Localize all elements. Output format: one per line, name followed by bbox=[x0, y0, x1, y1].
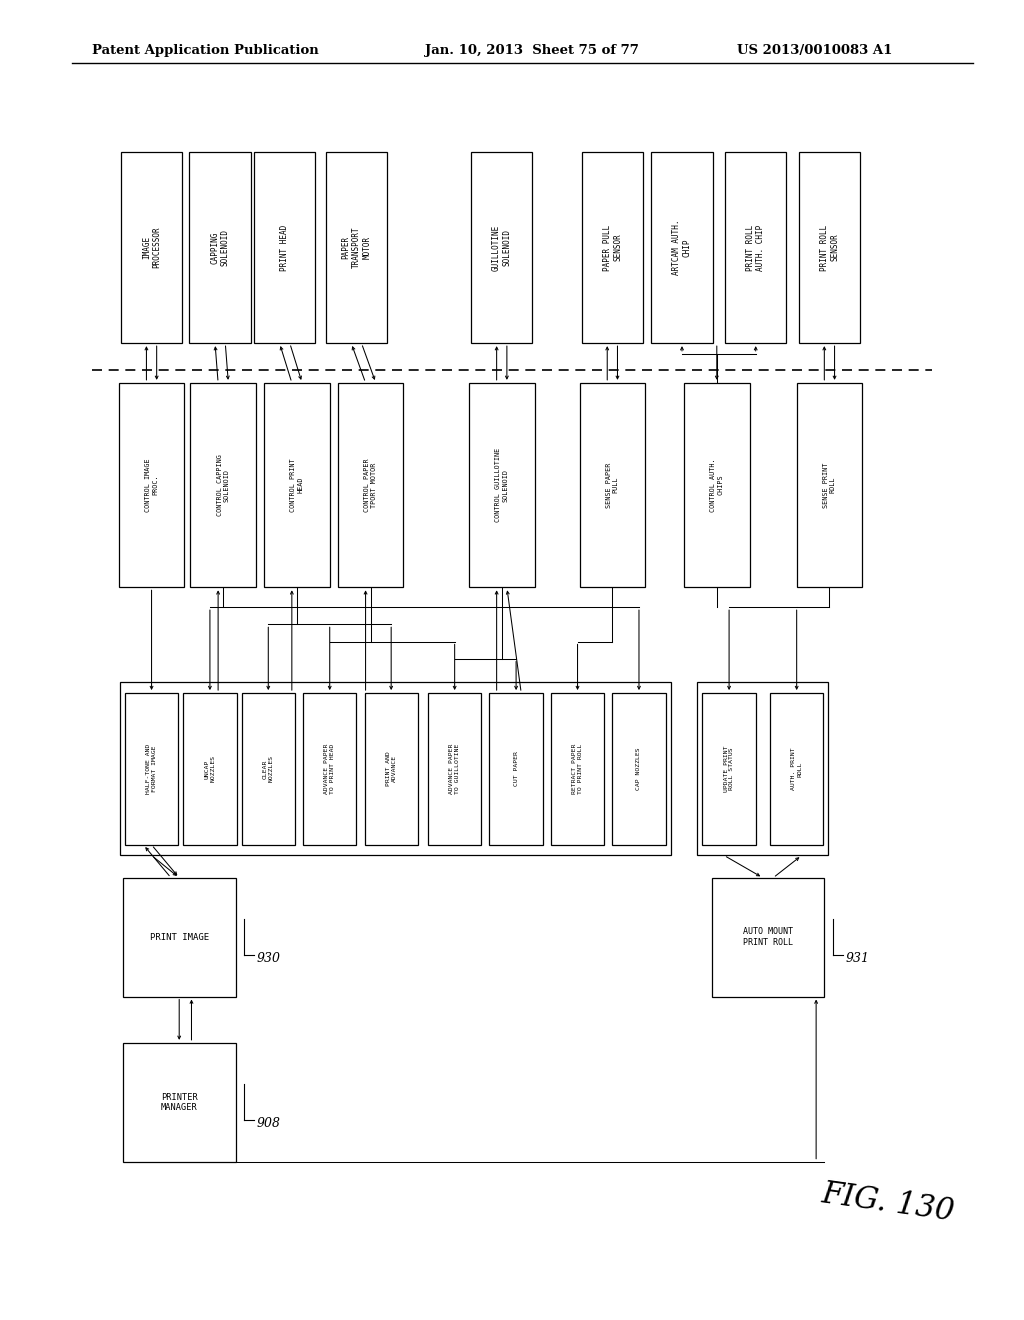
Bar bbox=[365, 693, 418, 845]
Bar bbox=[684, 383, 750, 587]
Text: FIG. 130: FIG. 130 bbox=[819, 1179, 956, 1228]
Text: IMAGE
PROCESSOR: IMAGE PROCESSOR bbox=[142, 227, 161, 268]
Bar bbox=[770, 693, 823, 845]
Bar bbox=[580, 383, 645, 587]
Text: PRINT ROLL
SENSOR: PRINT ROLL SENSOR bbox=[820, 224, 839, 271]
Bar bbox=[702, 693, 756, 845]
Bar bbox=[189, 152, 251, 343]
Text: PRINT IMAGE: PRINT IMAGE bbox=[150, 933, 209, 941]
Text: AUTH. PRINT
ROLL: AUTH. PRINT ROLL bbox=[792, 747, 802, 791]
Text: CONTROL GUILLOTINE
SOLENOID: CONTROL GUILLOTINE SOLENOID bbox=[496, 447, 508, 523]
Text: US 2013/0010083 A1: US 2013/0010083 A1 bbox=[737, 44, 893, 57]
Bar bbox=[242, 693, 295, 845]
Text: CONTROL PAPER
TPORT MOTOR: CONTROL PAPER TPORT MOTOR bbox=[365, 458, 377, 512]
Bar bbox=[121, 152, 182, 343]
Text: Patent Application Publication: Patent Application Publication bbox=[92, 44, 318, 57]
Bar bbox=[254, 152, 315, 343]
Bar bbox=[120, 682, 671, 855]
Text: CLEAR
NOZZLES: CLEAR NOZZLES bbox=[263, 755, 273, 783]
Text: CONTROL AUTH.
CHIPS: CONTROL AUTH. CHIPS bbox=[711, 458, 723, 512]
Text: PRINT ROLL
AUTH. CHIP: PRINT ROLL AUTH. CHIP bbox=[746, 224, 765, 271]
Bar bbox=[712, 878, 824, 997]
Bar bbox=[797, 383, 862, 587]
Text: 908: 908 bbox=[257, 1117, 281, 1130]
Text: SENSE PAPER
PULL: SENSE PAPER PULL bbox=[606, 462, 618, 508]
Bar bbox=[697, 682, 828, 855]
Bar bbox=[489, 693, 543, 845]
Bar bbox=[471, 152, 532, 343]
Bar bbox=[123, 1043, 236, 1162]
Bar bbox=[612, 693, 666, 845]
Bar bbox=[582, 152, 643, 343]
Text: SENSE PRINT
ROLL: SENSE PRINT ROLL bbox=[823, 462, 836, 508]
Text: CONTROL CAPPING
SOLENOID: CONTROL CAPPING SOLENOID bbox=[217, 454, 229, 516]
Bar bbox=[799, 152, 860, 343]
Text: PRINTER
MANAGER: PRINTER MANAGER bbox=[161, 1093, 198, 1111]
Bar bbox=[190, 383, 256, 587]
Text: PRINT HEAD: PRINT HEAD bbox=[281, 224, 289, 271]
Text: GUILLOTINE
SOLENOID: GUILLOTINE SOLENOID bbox=[493, 224, 511, 271]
Text: UPDATE PRINT
ROLL STATUS: UPDATE PRINT ROLL STATUS bbox=[724, 746, 734, 792]
Bar bbox=[338, 383, 403, 587]
Text: UNCAP
NOZZLES: UNCAP NOZZLES bbox=[205, 755, 215, 783]
Bar bbox=[651, 152, 713, 343]
Bar bbox=[428, 693, 481, 845]
Text: PAPER PULL
SENSOR: PAPER PULL SENSOR bbox=[603, 224, 622, 271]
Text: CONTROL IMAGE
PROC.: CONTROL IMAGE PROC. bbox=[145, 458, 158, 512]
Bar bbox=[125, 693, 178, 845]
Bar bbox=[303, 693, 356, 845]
Bar bbox=[123, 878, 236, 997]
Text: ADVANCE PAPER
TO PRINT HEAD: ADVANCE PAPER TO PRINT HEAD bbox=[325, 743, 335, 795]
Text: 930: 930 bbox=[257, 952, 281, 965]
Text: 931: 931 bbox=[846, 952, 869, 965]
Text: CAPPING
SOLENOID: CAPPING SOLENOID bbox=[211, 228, 229, 267]
Bar bbox=[469, 383, 535, 587]
Bar bbox=[183, 693, 237, 845]
Text: CUT PAPER: CUT PAPER bbox=[514, 751, 518, 787]
Text: RETRACT PAPER
TO PRINT ROLL: RETRACT PAPER TO PRINT ROLL bbox=[572, 743, 583, 795]
Text: HALF-TONE AND
FORMAT IMAGE: HALF-TONE AND FORMAT IMAGE bbox=[146, 743, 157, 795]
Bar bbox=[551, 693, 604, 845]
Bar bbox=[119, 383, 184, 587]
Text: ARTCAM AUTH.
CHIP: ARTCAM AUTH. CHIP bbox=[673, 219, 691, 276]
Text: CAP NOZZLES: CAP NOZZLES bbox=[637, 747, 641, 791]
Bar bbox=[264, 383, 330, 587]
Text: AUTO MOUNT
PRINT ROLL: AUTO MOUNT PRINT ROLL bbox=[743, 928, 793, 946]
Text: Jan. 10, 2013  Sheet 75 of 77: Jan. 10, 2013 Sheet 75 of 77 bbox=[425, 44, 639, 57]
Text: PAPER
TRANSPORT
MOTOR: PAPER TRANSPORT MOTOR bbox=[341, 227, 372, 268]
Text: PRINT AND
ADVANCE: PRINT AND ADVANCE bbox=[386, 751, 396, 787]
Text: CONTROL PRINT
HEAD: CONTROL PRINT HEAD bbox=[291, 458, 303, 512]
Bar bbox=[725, 152, 786, 343]
Text: ADVANCE PAPER
TO GUILLOTINE: ADVANCE PAPER TO GUILLOTINE bbox=[450, 743, 460, 795]
Bar bbox=[326, 152, 387, 343]
